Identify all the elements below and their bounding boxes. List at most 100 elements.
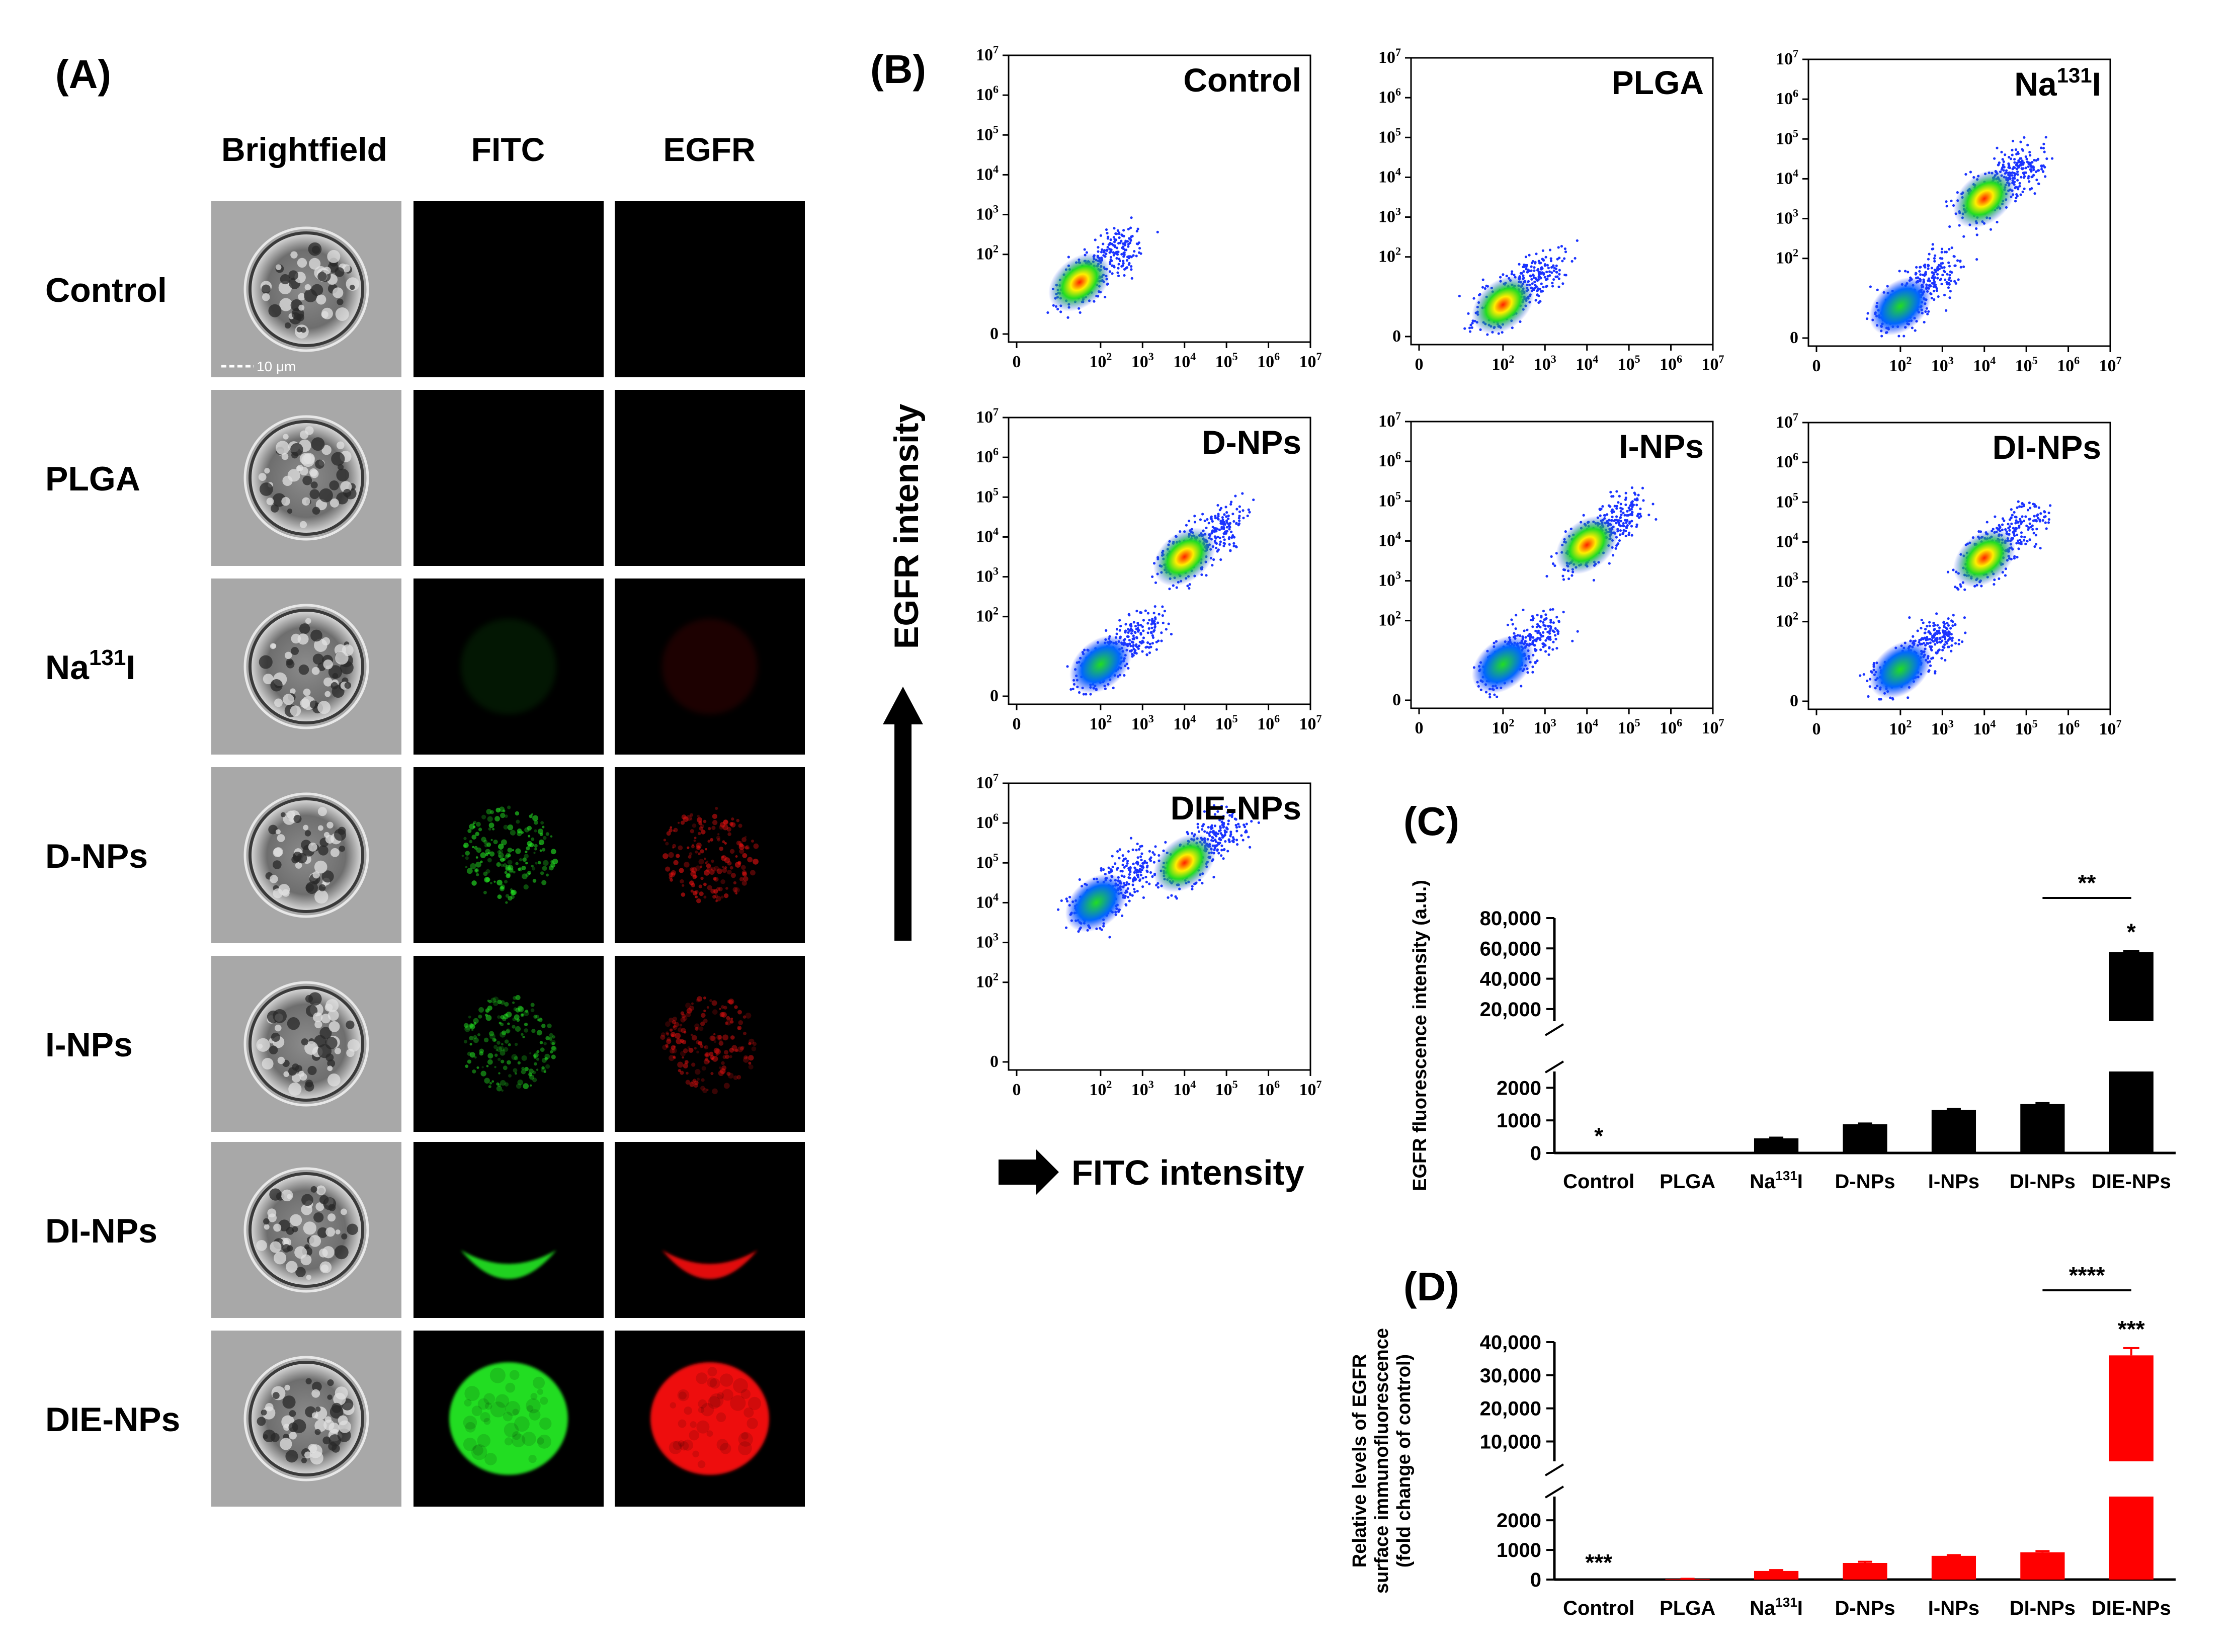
egfr-speckle (719, 846, 723, 851)
egfr-speckle (711, 859, 714, 863)
event-dot (1935, 612, 1938, 615)
egfr-speckle (681, 1028, 686, 1033)
event-dot (1538, 637, 1541, 640)
event-dot (2022, 167, 2025, 170)
fitc-speckle (472, 846, 474, 849)
fitc-speckle (531, 837, 535, 841)
egfr-speckle (729, 1047, 734, 1053)
egfr-speckle (719, 824, 724, 830)
event-dot (1138, 246, 1141, 250)
event-dot (1118, 232, 1121, 235)
egfr-speckle (673, 1045, 676, 1048)
event-dot (1163, 610, 1167, 613)
event-dot (1228, 528, 1231, 531)
egfr-speckle (743, 1031, 747, 1035)
event-dot (1153, 622, 1156, 626)
fitc-speckle (467, 1059, 472, 1064)
event-dot (1897, 335, 1900, 338)
event-dot (1115, 632, 1118, 635)
fitc-speckle (538, 839, 544, 845)
cell-granule (338, 1420, 352, 1433)
egfr-texture (733, 1378, 748, 1393)
cell-granule (346, 1020, 355, 1029)
cell-granule (299, 521, 307, 529)
egfr-speckle (734, 1049, 737, 1052)
event-dot (1156, 230, 1159, 233)
egfr-speckle (676, 1038, 682, 1044)
event-dot (1621, 524, 1624, 527)
egfr-speckle (678, 845, 683, 851)
fitc-speckle (542, 825, 545, 829)
event-dot (2036, 157, 2040, 160)
fitc-speckle (499, 855, 502, 858)
fitc-speckle (493, 1038, 497, 1042)
event-dot (1553, 634, 1557, 637)
egfr-texture (743, 1407, 754, 1418)
event-dot (2028, 150, 2031, 154)
egfr-speckle (703, 996, 706, 1000)
egfr-speckle (699, 891, 704, 896)
egfr-speckle (747, 857, 753, 863)
egfr-speckle (681, 1014, 686, 1018)
event-dot (1563, 273, 1566, 277)
event-dot (1961, 640, 1964, 643)
cell-granule (275, 264, 282, 271)
event-dot (2016, 161, 2019, 164)
cell-granule (272, 1392, 280, 1399)
fitc-speckle (534, 848, 537, 851)
event-dot (1613, 505, 1616, 508)
event-dot (1539, 620, 1542, 623)
fitc-speckle (476, 821, 481, 827)
event-dot (1130, 265, 1133, 268)
egfr-signal (650, 1362, 769, 1475)
egfr-speckle (706, 860, 709, 863)
cell-granule (261, 1410, 267, 1416)
event-dot (1116, 271, 1119, 274)
event-dot (1611, 508, 1614, 511)
cell-granule (311, 1389, 320, 1398)
event-dot (1544, 624, 1547, 627)
event-dot (2021, 515, 2024, 518)
egfr-speckle (681, 892, 686, 897)
x-tick-label: 106 (1257, 1078, 1280, 1099)
fitc-speckle (550, 1050, 553, 1054)
egfr-speckle (673, 1056, 676, 1059)
event-dot (1859, 674, 1862, 677)
event-dot (1542, 645, 1545, 648)
cell-granule (256, 1240, 267, 1251)
event-dot (1524, 264, 1527, 267)
event-dot (1619, 507, 1622, 510)
fitc-speckle (501, 1059, 505, 1063)
event-dot (1064, 926, 1068, 929)
cell-granule (301, 1204, 312, 1215)
event-dot (2020, 542, 2023, 545)
event-dot (1153, 620, 1156, 623)
event-dot (2014, 522, 2017, 525)
event-dot (2036, 513, 2039, 516)
egfr-speckle (748, 1042, 752, 1045)
egfr-speckle (686, 1071, 689, 1075)
event-dot (1536, 659, 1539, 663)
fitc-texture (471, 1406, 482, 1417)
fitc-signal (461, 1250, 556, 1279)
event-dot (2023, 536, 2026, 539)
event-dot (1628, 509, 1631, 512)
event-dot (2032, 168, 2035, 172)
event-dot (1126, 859, 1129, 863)
egfr-speckle (707, 885, 712, 890)
event-dot (1557, 246, 1560, 249)
event-dot (1935, 289, 1938, 292)
egfr-speckle (698, 852, 701, 856)
fitc-speckle (547, 1023, 552, 1028)
event-dot (1924, 628, 1927, 631)
event-dot (2003, 519, 2006, 522)
event-dot (1571, 639, 1574, 642)
fitc-speckle (497, 1015, 501, 1019)
egfr-speckle (662, 1044, 668, 1050)
event-dot (1630, 512, 1633, 515)
event-dot (1544, 639, 1547, 642)
event-dot (1997, 163, 2000, 167)
cell-granule (313, 1212, 324, 1223)
cell-granule (299, 623, 310, 634)
event-dot (1124, 267, 1128, 270)
